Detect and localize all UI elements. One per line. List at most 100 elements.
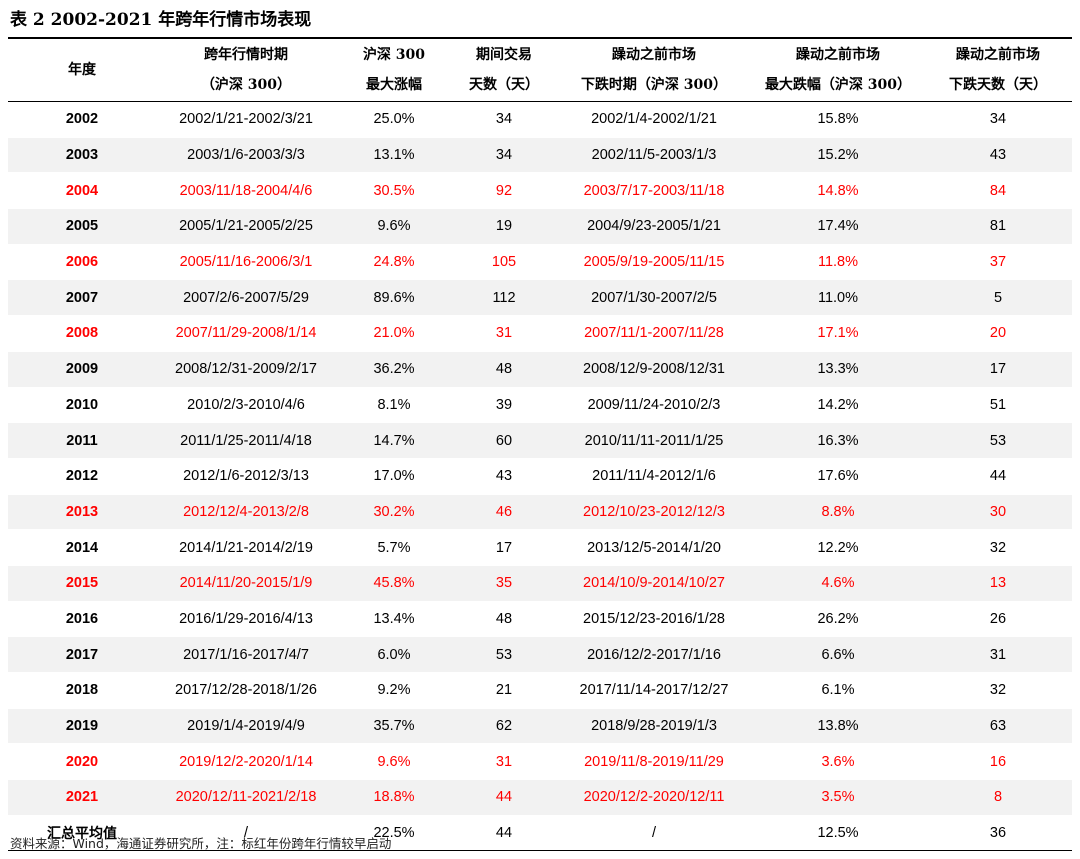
cell-year: 汇总平均值 <box>8 815 156 852</box>
cell-days: 19 <box>452 208 556 245</box>
cell-year: 2004 <box>8 172 156 210</box>
cell-year: 2006 <box>8 244 156 281</box>
cell-pre-days: 26 <box>924 601 1072 638</box>
cell-max-gain: 24.8% <box>336 244 452 281</box>
cell-max-drop: 4.6% <box>752 565 924 602</box>
cell-pre-period: 2005/9/19-2005/11/15 <box>556 244 752 281</box>
cell-pre-days: 30 <box>924 494 1072 531</box>
cell-pre-period: 2002/11/5-2003/1/3 <box>556 137 752 174</box>
cell-days: 62 <box>452 708 556 745</box>
cell-pre-days: 37 <box>924 244 1072 281</box>
cell-pre-days: 51 <box>924 387 1072 424</box>
cell-max-drop: 26.2% <box>752 601 924 638</box>
cell-days: 60 <box>452 422 556 459</box>
cell-pre-period: 2009/11/24-2010/2/3 <box>556 387 752 424</box>
cell-period: 2012/1/6-2012/3/13 <box>156 458 336 495</box>
cell-max-gain: 8.1% <box>336 387 452 424</box>
table-row: 2002 2002/1/21-2002/3/21 25.0% 34 2002/1/4-2… <box>8 101 1072 138</box>
cell-days: 112 <box>452 279 556 317</box>
cell-period: 2017/1/16-2017/4/7 <box>156 636 336 673</box>
cell-max-drop: 3.6% <box>752 743 924 781</box>
cell-pre-period: 2008/12/9-2008/12/31 <box>556 351 752 388</box>
cell-max-gain: 14.7% <box>336 422 452 459</box>
table-row: 2018 2017/12/28-2018/1/26 9.2% 21 2017/11/14… <box>8 672 1072 709</box>
cell-max-drop: 14.8% <box>752 172 924 210</box>
cell-max-gain: 13.1% <box>336 137 452 174</box>
cell-year: 2021 <box>8 779 156 816</box>
cell-max-gain: 30.5% <box>336 172 452 210</box>
cell-pre-period: 2002/1/4-2002/1/21 <box>556 101 752 138</box>
cell-period: 2012/12/4-2013/2/8 <box>156 494 336 531</box>
table-row: 2009 2008/12/31-2009/2/17 36.2% 48 2008/12/9… <box>8 351 1072 388</box>
cell-days: 105 <box>452 244 556 281</box>
cell-pre-period: 2007/1/30-2007/2/5 <box>556 279 752 317</box>
cell-year: 2002 <box>8 101 156 138</box>
cell-max-drop: 14.2% <box>752 387 924 424</box>
cell-pre-days: 43 <box>924 137 1072 174</box>
header-year: 年度 <box>8 39 156 102</box>
cell-year: 2013 <box>8 494 156 531</box>
cell-days: 39 <box>452 387 556 424</box>
cell-pre-period: 2017/11/14-2017/12/27 <box>556 672 752 709</box>
cell-pre-days: 17 <box>924 351 1072 388</box>
cell-period: 2010/2/3-2010/4/6 <box>156 387 336 424</box>
cell-pre-days: 34 <box>924 101 1072 138</box>
cell-pre-days: 13 <box>924 565 1072 602</box>
cell-max-gain: 89.6% <box>336 279 452 317</box>
cell-pre-days: 36 <box>924 815 1072 852</box>
cell-period: 2019/12/2-2020/1/14 <box>156 743 336 781</box>
cell-year: 2019 <box>8 708 156 745</box>
cell-period: 2014/1/21-2014/2/19 <box>156 529 336 566</box>
cell-year: 2011 <box>8 422 156 459</box>
cell-max-drop: 17.1% <box>752 315 924 352</box>
cell-pre-days: 63 <box>924 708 1072 745</box>
cell-max-drop: 15.2% <box>752 137 924 174</box>
cell-pre-days: 5 <box>924 279 1072 317</box>
cell-max-gain: 9.6% <box>336 208 452 245</box>
cell-period: 2011/1/25-2011/4/18 <box>156 422 336 459</box>
cell-max-drop: 13.8% <box>752 708 924 745</box>
cell-days: 43 <box>452 458 556 495</box>
cell-pre-period: 2012/10/23-2012/12/3 <box>556 494 752 531</box>
table-row: 2012 2012/1/6-2012/3/13 17.0% 43 2011/11/4-2… <box>8 458 1072 495</box>
header-max-drop: 躁动之前市场 最大跌幅（沪深 300） <box>752 39 924 102</box>
cell-pre-period: / <box>556 815 752 852</box>
cell-period: 2014/11/20-2015/1/9 <box>156 565 336 602</box>
cell-max-drop: 17.4% <box>752 208 924 245</box>
cell-max-gain: 25.0% <box>336 101 452 138</box>
cross-year-market-table: 年度 跨年行情时期 （沪深 300） 沪深 300 最大涨幅 期间交易 天数（天） 躁… <box>8 39 1072 852</box>
cell-pre-days: 20 <box>924 315 1072 352</box>
cell-pre-period: 2003/7/17-2003/11/18 <box>556 172 752 210</box>
cell-pre-days: 32 <box>924 529 1072 566</box>
cell-year: 2007 <box>8 279 156 317</box>
cell-pre-days: 53 <box>924 422 1072 459</box>
header-period: 跨年行情时期 （沪深 300） <box>156 39 336 102</box>
cell-max-gain: 9.2% <box>336 672 452 709</box>
cell-max-drop: 8.8% <box>752 494 924 531</box>
cell-pre-period: 2004/9/23-2005/1/21 <box>556 208 752 245</box>
cell-pre-days: 16 <box>924 743 1072 781</box>
cell-max-drop: 16.3% <box>752 422 924 459</box>
cell-days: 31 <box>452 743 556 781</box>
cell-max-gain: 9.6% <box>336 743 452 781</box>
header-pre-days: 躁动之前市场 下跌天数（天） <box>924 39 1072 102</box>
cell-pre-days: 44 <box>924 458 1072 495</box>
table-row: 2006 2005/11/16-2006/3/1 24.8% 105 2005/9/19… <box>8 244 1072 281</box>
cell-pre-days: 31 <box>924 636 1072 673</box>
header-max-gain: 沪深 300 最大涨幅 <box>336 39 452 102</box>
table-row: 2013 2012/12/4-2013/2/8 30.2% 46 2012/10/23-… <box>8 494 1072 531</box>
table-row: 2017 2017/1/16-2017/4/7 6.0% 53 2016/12/2-20… <box>8 636 1072 673</box>
cell-pre-period: 2019/11/8-2019/11/29 <box>556 743 752 781</box>
cell-days: 34 <box>452 101 556 138</box>
table-title: 表 2 2002-2021 年跨年行情市场表现 <box>10 10 312 30</box>
cell-year: 2003 <box>8 137 156 174</box>
cell-max-drop: 17.6% <box>752 458 924 495</box>
cell-pre-period: 2016/12/2-2017/1/16 <box>556 636 752 673</box>
table-row: 2008 2007/11/29-2008/1/14 21.0% 31 2007/11/1… <box>8 315 1072 352</box>
table-body: 2002 2002/1/21-2002/3/21 25.0% 34 2002/1/4-2… <box>8 101 1072 852</box>
cell-period: / <box>156 815 336 852</box>
cell-pre-period: 2014/10/9-2014/10/27 <box>556 565 752 602</box>
cell-pre-period: 2018/9/28-2019/1/3 <box>556 708 752 745</box>
cell-max-drop: 11.8% <box>752 244 924 281</box>
